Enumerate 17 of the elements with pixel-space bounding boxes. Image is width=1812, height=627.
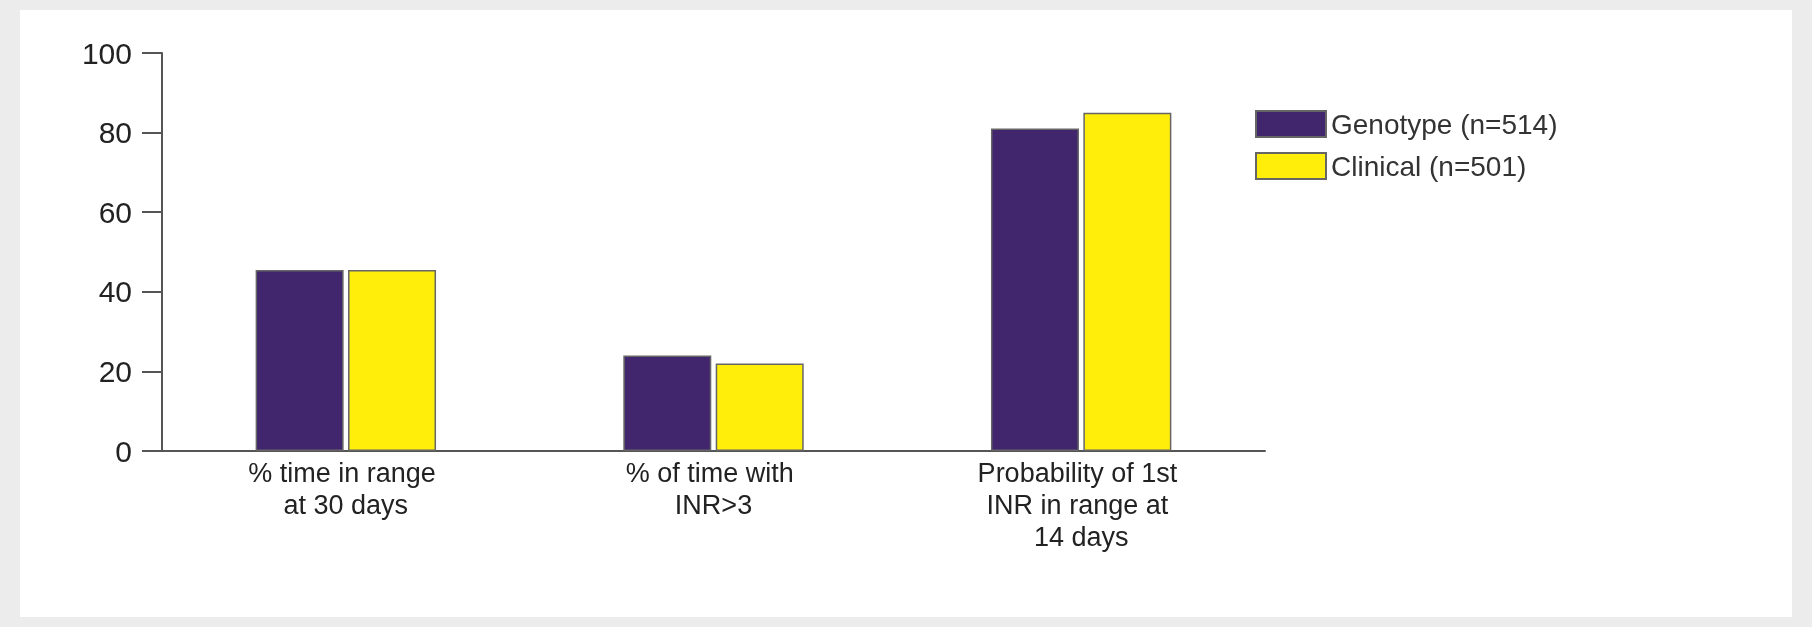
y-tick-label: 60: [98, 195, 132, 229]
legend-label: Clinical (n=501): [1331, 150, 1527, 182]
bar: [623, 355, 712, 451]
y-tick-label: 0: [115, 434, 132, 468]
y-tick-label: 80: [98, 116, 132, 150]
bar: [348, 269, 437, 451]
y-tick-label: 20: [98, 354, 132, 388]
bar: [990, 128, 1079, 451]
legend-label: Genotype (n=514): [1331, 108, 1558, 140]
bar: [1083, 112, 1172, 451]
y-tick-label: 100: [81, 36, 132, 70]
y-tick-label: 40: [98, 275, 132, 309]
bar: [715, 363, 804, 451]
bar: [255, 269, 344, 451]
x-tick-label: Probability of 1st INR in range at 14 days: [977, 458, 1185, 552]
x-tick-label: % time in range at 30 days: [248, 458, 444, 520]
x-tick-label: % of time with INR>3: [625, 458, 802, 520]
